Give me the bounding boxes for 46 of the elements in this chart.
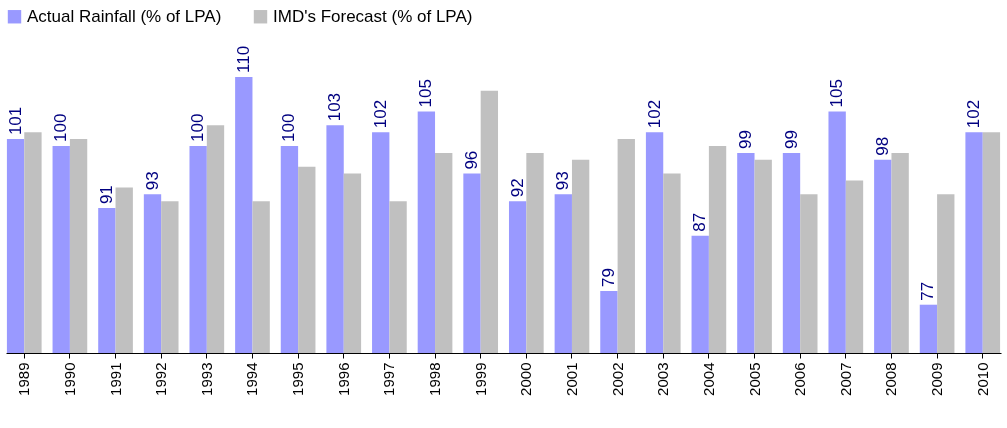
x-tick-label: 2006 — [791, 362, 809, 396]
x-tick-label: 1995 — [289, 362, 307, 396]
x-tick-label: 2001 — [562, 362, 580, 396]
x-tick-label: 1990 — [60, 362, 78, 396]
data-label: 93 — [142, 171, 162, 191]
x-tick-label: 1993 — [197, 362, 215, 396]
data-label: 105 — [416, 79, 436, 108]
data-label: 99 — [735, 129, 755, 149]
data-label: 87 — [690, 212, 710, 232]
x-tick-label: 2007 — [836, 362, 854, 396]
x-tick-label: 2004 — [699, 362, 717, 396]
data-label: 103 — [325, 92, 345, 122]
legend-label: Actual Rainfall (% of LPA) — [27, 6, 222, 26]
data-label: 93 — [553, 171, 573, 191]
data-label: 102 — [644, 99, 664, 129]
x-tick-label: 2005 — [745, 362, 763, 396]
data-label: 110 — [233, 45, 253, 73]
data-label: 100 — [279, 113, 299, 142]
x-tick-label: 1996 — [334, 362, 352, 396]
data-label: 77 — [918, 281, 938, 301]
x-tick-label: 1999 — [471, 362, 489, 396]
x-tick-label: 2003 — [654, 362, 672, 396]
data-label: 99 — [781, 129, 801, 149]
x-tick-label: 1994 — [243, 362, 261, 396]
data-label: 79 — [598, 267, 618, 287]
data-label: 100 — [188, 113, 208, 142]
x-tick-label: 1997 — [380, 362, 398, 396]
x-tick-label: 1991 — [106, 362, 124, 396]
data-label: 98 — [872, 136, 892, 156]
data-label: 100 — [51, 113, 71, 142]
legend-label: IMD's Forecast (% of LPA) — [273, 6, 473, 26]
x-tick-label: 2009 — [928, 362, 946, 396]
data-label: 91 — [96, 185, 116, 205]
data-label: 101 — [5, 106, 25, 136]
x-tick-label: 2008 — [882, 362, 900, 396]
x-tick-label: 2002 — [608, 362, 626, 396]
x-tick-label: 1989 — [15, 362, 33, 396]
data-label: 92 — [507, 178, 527, 198]
data-label: 105 — [827, 79, 847, 108]
x-tick-label: 1998 — [426, 362, 444, 396]
data-label: 102 — [370, 99, 390, 129]
x-tick-label: 1992 — [152, 362, 170, 396]
data-label: 102 — [964, 99, 984, 129]
data-label: 96 — [462, 150, 482, 170]
x-tick-label: 2000 — [517, 362, 535, 396]
x-tick-label: 2010 — [973, 362, 991, 396]
